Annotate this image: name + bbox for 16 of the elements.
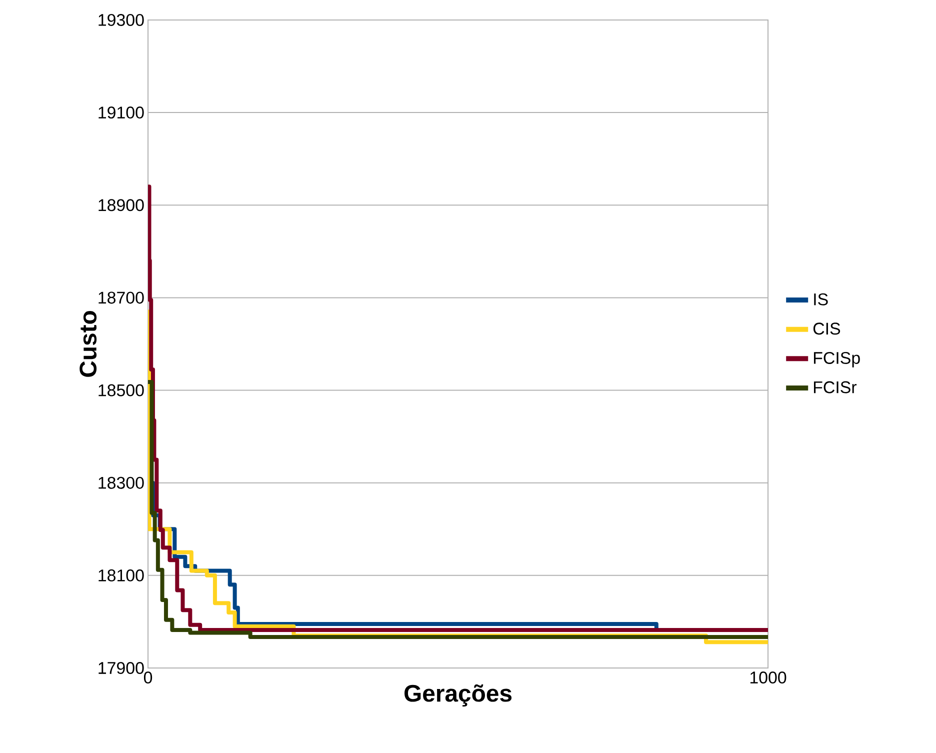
y-tick-label: 19100 <box>98 106 144 119</box>
y-tick-label: 18700 <box>98 292 144 304</box>
y-tick-label: 18900 <box>98 199 144 212</box>
x-tick-label: 0 <box>144 672 152 684</box>
y-tick-label: 18300 <box>98 476 144 489</box>
y-axis-title: Custo <box>80 311 97 377</box>
y-tick-label: 18500 <box>98 384 144 396</box>
x-tick-label: 1000 <box>750 672 786 684</box>
legend-label: FCISp <box>814 352 860 368</box>
y-tick-label: 19300 <box>98 14 144 26</box>
y-tick-label: 17900 <box>98 662 144 674</box>
legend-label: IS <box>814 293 828 306</box>
x-axis-title: Gerações <box>404 684 512 707</box>
y-tick-label: 18100 <box>98 569 144 582</box>
legend-label: CIS <box>813 322 840 335</box>
legend-label: FCISr <box>814 381 857 394</box>
